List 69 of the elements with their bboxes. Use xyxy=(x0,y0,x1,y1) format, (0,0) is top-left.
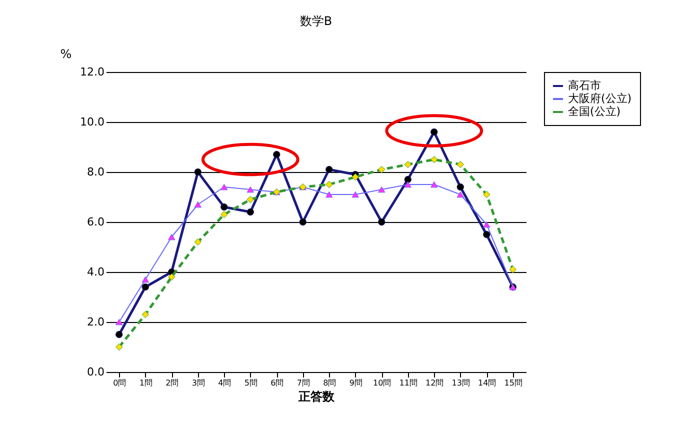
point xyxy=(194,238,202,246)
point xyxy=(509,266,516,274)
point xyxy=(483,230,490,238)
point xyxy=(246,208,254,216)
y-tick-label: 4.0 xyxy=(87,266,104,278)
point xyxy=(220,210,228,218)
x-tick-label: 8問 xyxy=(323,378,336,388)
point xyxy=(142,276,149,283)
y-tick-label: 2.0 xyxy=(87,316,104,328)
point xyxy=(142,310,149,318)
x-tick-label: 1問 xyxy=(139,378,152,388)
x-tick-label: 13問 xyxy=(452,378,470,388)
point xyxy=(246,186,254,193)
x-tick-label: 0問 xyxy=(113,378,126,388)
point xyxy=(116,343,123,351)
point xyxy=(483,190,490,198)
point xyxy=(430,128,438,136)
point xyxy=(378,186,386,193)
legend-label: 高石市 xyxy=(568,79,601,92)
point xyxy=(378,166,386,174)
point xyxy=(326,180,333,188)
point xyxy=(456,191,464,198)
point xyxy=(273,150,280,158)
point xyxy=(378,218,386,226)
x-tick-label: 7問 xyxy=(296,378,310,388)
x-tick-label: 3問 xyxy=(192,378,205,388)
point xyxy=(326,191,333,198)
point xyxy=(456,183,464,191)
point xyxy=(430,181,438,188)
point xyxy=(404,160,412,168)
point xyxy=(430,156,438,164)
point xyxy=(483,221,490,228)
x-tick-label: 15問 xyxy=(504,378,522,388)
legend-label: 大阪府(公立) xyxy=(568,92,632,105)
point xyxy=(194,201,202,208)
point xyxy=(352,191,359,198)
x-tick-label: 4問 xyxy=(218,378,232,388)
point xyxy=(116,330,123,338)
point xyxy=(246,196,254,204)
x-axis-title: 正答数 xyxy=(298,390,336,404)
point xyxy=(404,176,412,184)
y-tick-label: 0.0 xyxy=(87,366,104,378)
point xyxy=(168,273,176,281)
x-tick-label: 10問 xyxy=(373,378,392,388)
point xyxy=(220,203,228,211)
point xyxy=(299,218,306,226)
point xyxy=(352,173,359,181)
point xyxy=(456,160,464,168)
x-tick-label: 6問 xyxy=(270,378,284,388)
x-tick-label: 9問 xyxy=(349,378,362,388)
point xyxy=(326,166,333,174)
x-tick-label: 2問 xyxy=(166,378,179,388)
chart-title: 数学B xyxy=(300,14,332,28)
point xyxy=(116,318,123,326)
x-tick-label: 5問 xyxy=(244,378,258,388)
x-tick-label: 12問 xyxy=(426,378,444,388)
y-axis-title: % xyxy=(60,47,72,61)
point xyxy=(142,283,149,291)
y-tick-label: 6.0 xyxy=(87,216,104,228)
point xyxy=(404,181,412,188)
point xyxy=(220,184,228,190)
point xyxy=(194,168,202,176)
y-tick-label: 8.0 xyxy=(87,166,104,178)
x-tick-label: 11問 xyxy=(399,378,418,388)
x-tick-label: 14問 xyxy=(478,378,496,388)
legend-label: 全国(公立) xyxy=(568,105,621,118)
y-tick-label: 10.0 xyxy=(80,116,104,128)
y-tick-label: 12.0 xyxy=(80,66,104,78)
point xyxy=(168,234,176,240)
